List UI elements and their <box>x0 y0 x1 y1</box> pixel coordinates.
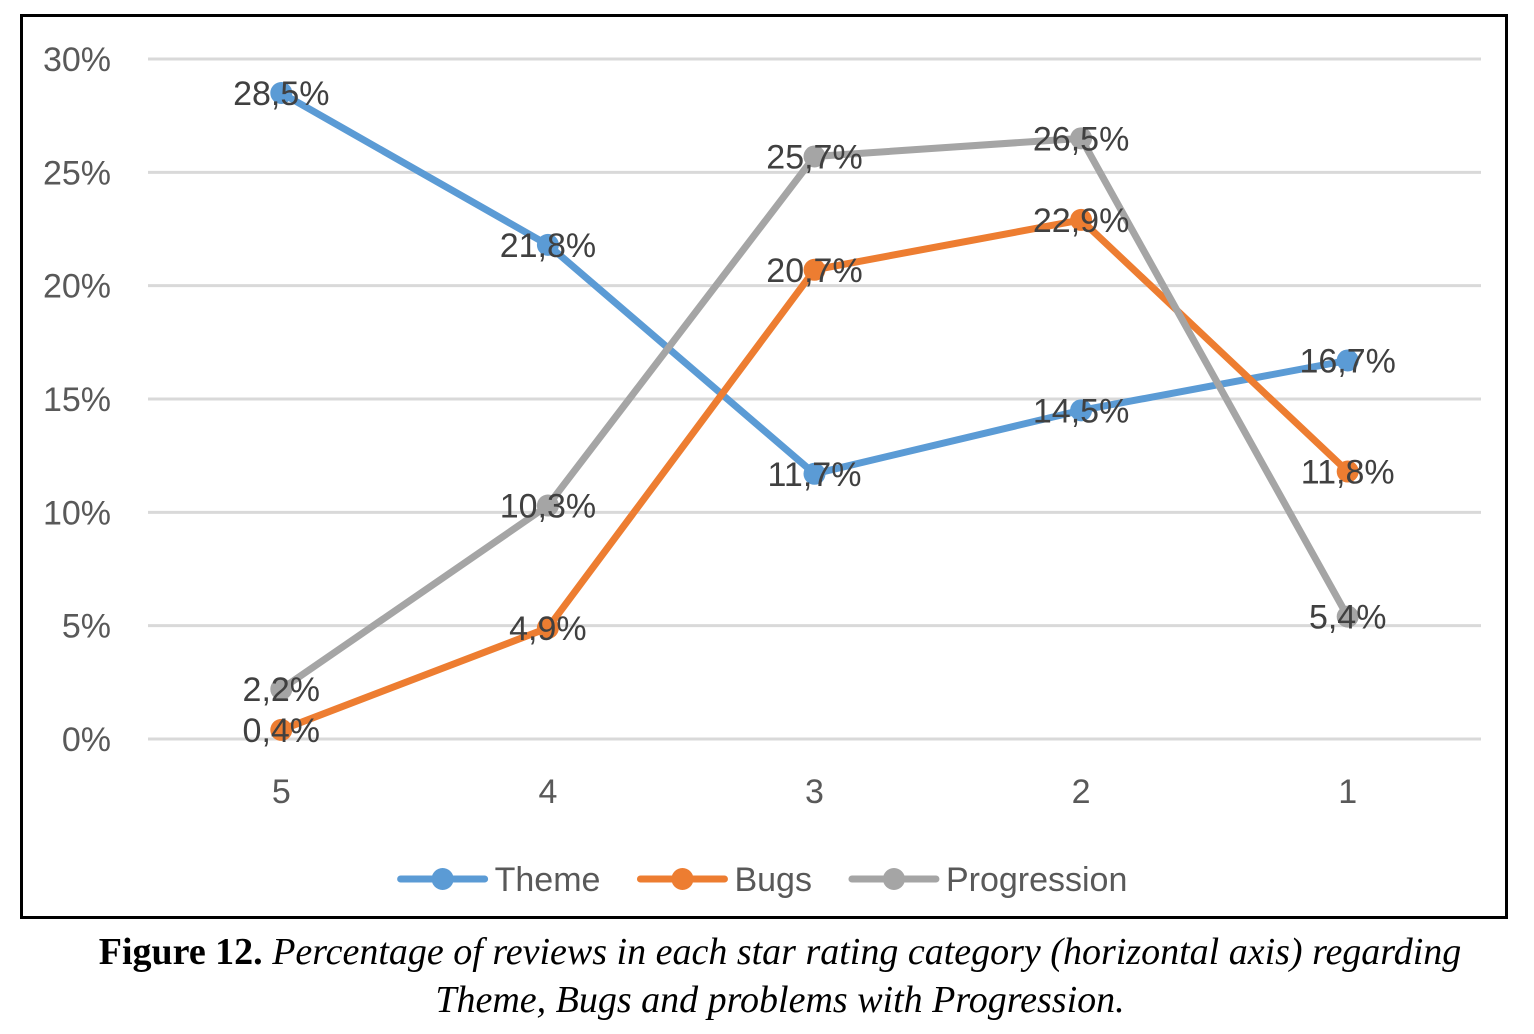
line-chart: 0% 5% 10% 15% 20% 25% 30% 5 4 3 2 1 28,5% 21,8% 11,7… <box>43 41 1481 899</box>
y-axis-ticks: 0% 5% 10% 15% 20% 25% 30% <box>43 41 111 759</box>
data-label-progression: 10,3% <box>500 488 596 526</box>
data-point-theme <box>1336 349 1359 372</box>
data-label-theme: 28,5% <box>233 75 329 113</box>
data-labels: 28,5% 21,8% 11,7% 14,5% 16,7% 0,4% 4,9% 20,7% 22… <box>233 75 1396 750</box>
data-point-bugs <box>1336 460 1359 483</box>
data-label-theme: 11,7% <box>768 456 862 494</box>
x-tick-label: 4 <box>538 773 557 811</box>
data-point-progression <box>270 678 293 701</box>
data-label-progression: 2,2% <box>243 671 321 709</box>
y-tick-label: 15% <box>43 381 111 419</box>
data-point-progression <box>536 494 559 517</box>
data-label-bugs: 20,7% <box>766 252 862 290</box>
legend-marker-theme <box>431 868 454 890</box>
y-tick-label: 20% <box>43 268 111 306</box>
x-tick-label: 5 <box>272 773 291 811</box>
legend-label-progression: Progression <box>946 861 1127 899</box>
y-tick-label: 0% <box>62 721 111 759</box>
y-tick-label: 30% <box>43 41 111 79</box>
data-label-bugs: 4,9% <box>509 610 587 648</box>
data-label-bugs: 11,8% <box>1301 454 1395 492</box>
figure-caption: Figure 12. Percentage of reviews in each… <box>40 928 1520 1024</box>
data-label-theme: 16,7% <box>1299 342 1395 380</box>
caption-label: Figure 12. <box>98 931 263 973</box>
x-tick-label: 3 <box>805 773 824 811</box>
x-tick-label: 1 <box>1338 773 1357 811</box>
y-tick-label: 25% <box>43 154 111 192</box>
data-point-bugs <box>1070 208 1093 231</box>
legend-marker-bugs <box>671 868 694 890</box>
legend-marker-progression <box>882 868 905 890</box>
chart-frame: 0% 5% 10% 15% 20% 25% 30% 5 4 3 2 1 28,5% 21,8% 11,7… <box>20 14 1508 919</box>
series-line-progression <box>277 134 1352 693</box>
series-lines <box>270 82 1359 741</box>
legend-label-bugs: Bugs <box>734 861 812 899</box>
legend-label-theme: Theme <box>495 861 601 899</box>
data-label-theme: 21,8% <box>500 227 596 265</box>
data-label-bugs: 22,9% <box>1033 202 1129 240</box>
x-axis-ticks: 5 4 3 2 1 <box>272 773 1357 811</box>
data-point-bugs <box>803 258 826 281</box>
data-point-bugs <box>536 616 559 639</box>
data-point-theme <box>270 82 293 104</box>
data-point-theme <box>536 233 559 256</box>
data-point-bugs <box>270 718 293 741</box>
data-label-bugs: 0,4% <box>243 712 321 750</box>
data-point-progression <box>803 145 826 168</box>
data-label-theme: 14,5% <box>1033 392 1129 430</box>
y-tick-label: 10% <box>43 494 111 532</box>
y-tick-label: 5% <box>62 608 111 646</box>
data-point-theme <box>1070 399 1093 422</box>
data-label-progression: 5,4% <box>1309 599 1387 637</box>
data-label-progression: 25,7% <box>766 138 862 176</box>
x-tick-label: 2 <box>1072 773 1091 811</box>
data-point-progression <box>1070 127 1093 150</box>
data-point-theme <box>803 462 826 485</box>
data-label-progression: 26,5% <box>1033 120 1129 158</box>
legend: Theme Bugs Progression <box>397 861 1127 899</box>
caption-text: Percentage of reviews in each star ratin… <box>262 931 1462 1021</box>
data-point-progression <box>1336 605 1359 628</box>
